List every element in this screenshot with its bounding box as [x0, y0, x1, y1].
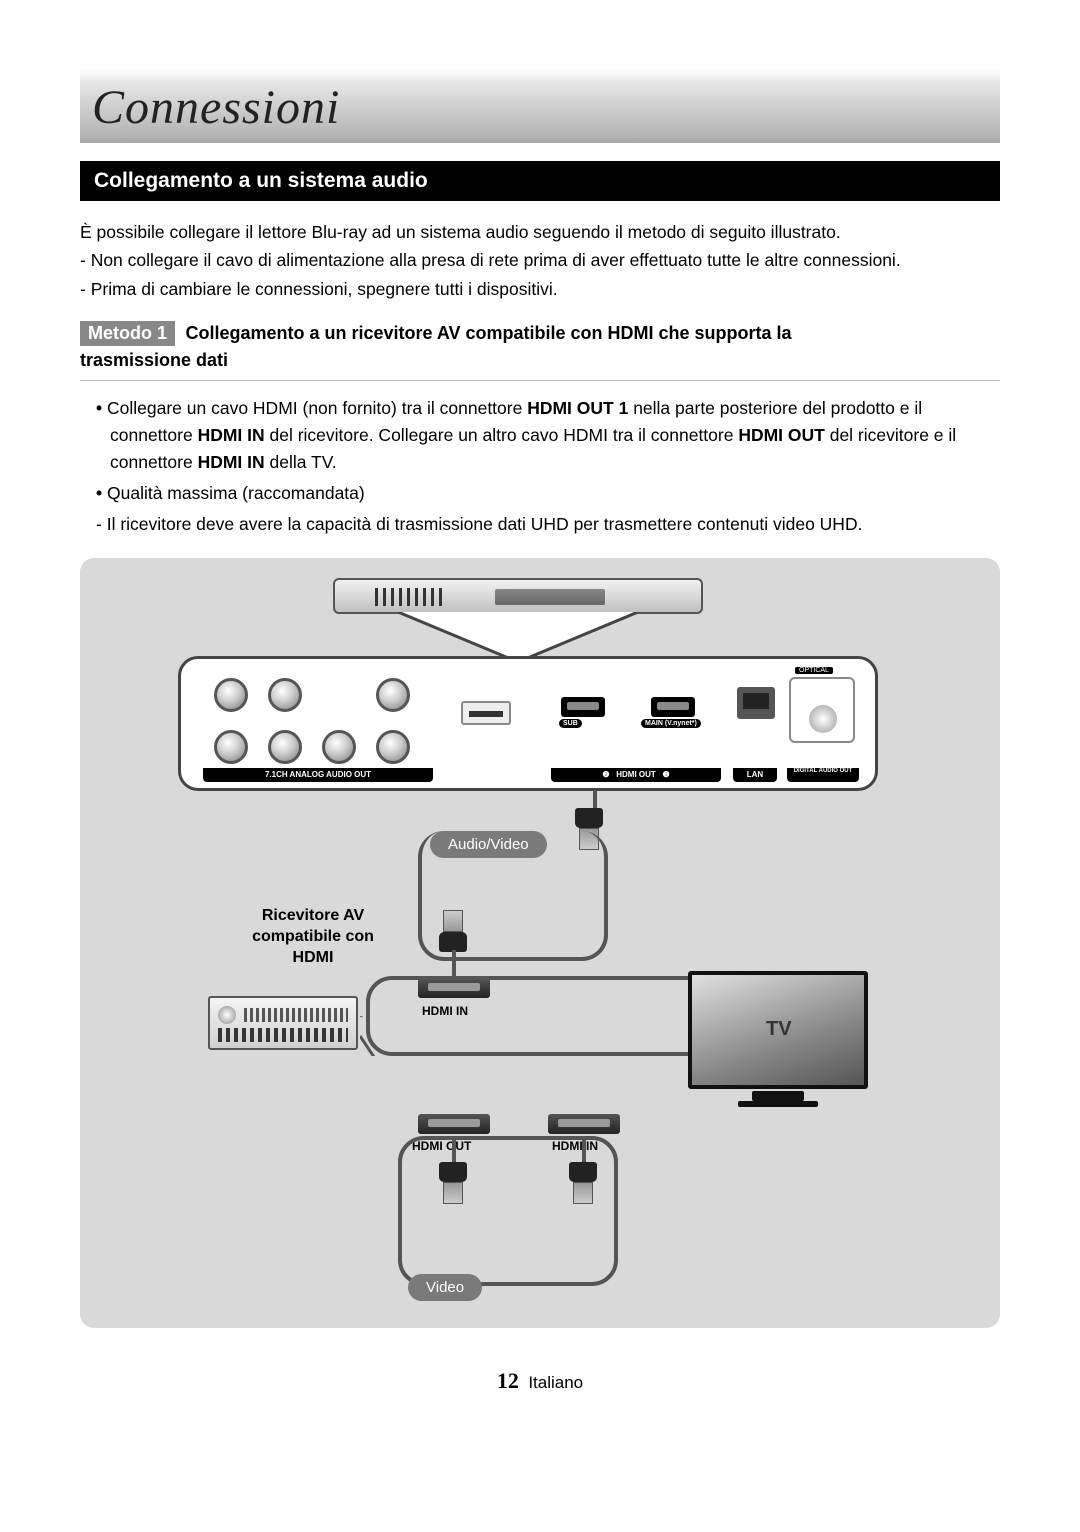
tv-label: TV: [766, 1018, 792, 1041]
av-receiver-label: Ricevitore AV compatibile con HDMI: [228, 906, 398, 968]
rca-group: [207, 671, 417, 771]
avr-label-l1: Ricevitore AV: [262, 907, 364, 924]
rear-panel: 7.1CH ANALOG AUDIO OUT SUB MAIN (V.nynet…: [178, 656, 878, 791]
method-title-line1: Collegamento a un ricevitore AV compatib…: [185, 323, 791, 343]
panel-label-71ch: 7.1CH ANALOG AUDIO OUT: [203, 768, 433, 782]
usb-slot: [461, 701, 511, 725]
bullet-1-a: Collegare un cavo HDMI (non fornito) tra…: [107, 398, 527, 418]
rca-jack: [268, 678, 302, 712]
hdmi-out-port-receiver: [418, 1114, 490, 1134]
device-top-strip: [333, 578, 703, 614]
avr-label-l2: compatibile con: [252, 928, 374, 945]
note-2: - Prima di cambiare le connessioni, speg…: [80, 276, 1000, 302]
av-receiver-icon: [208, 996, 358, 1050]
optical-port: [789, 677, 855, 743]
bullet-1-e: della TV.: [265, 452, 337, 472]
cable-loop-bottom: [398, 1136, 618, 1286]
rca-jack: [376, 730, 410, 764]
bullet-1: Collegare un cavo HDMI (non fornito) tra…: [96, 395, 1000, 476]
avr-label-l3: HDMI: [293, 949, 334, 966]
tv-stand: [752, 1091, 804, 1101]
pill-audio-video: Audio/Video: [430, 831, 547, 858]
bold-hdmi-out: HDMI OUT: [738, 425, 825, 445]
bullet-2: Qualità massima (raccomandata): [96, 480, 1000, 507]
method-title-line2: trasmissione dati: [80, 350, 228, 370]
method-heading: Metodo 1 Collegamento a un ricevitore AV…: [80, 320, 1000, 381]
page-number: 12: [497, 1368, 519, 1393]
intro-text: È possibile collegare il lettore Blu-ray…: [80, 219, 1000, 245]
rca-jack: [268, 730, 302, 764]
rca-jack: [214, 730, 248, 764]
dash-1: Il ricevitore deve avere la capacità di …: [96, 511, 1000, 538]
intro-block: È possibile collegare il lettore Blu-ray…: [80, 219, 1000, 302]
connection-diagram: 7.1CH ANALOG AUDIO OUT SUB MAIN (V.nynet…: [80, 558, 1000, 1328]
panel-hdmi-text: HDMI OUT: [616, 770, 656, 779]
bullet-1-c: del ricevitore. Collegare un altro cavo …: [265, 425, 739, 445]
optical-label: OPTICAL: [795, 667, 833, 674]
panel-label-lan: LAN: [733, 768, 777, 782]
callout-lines: [398, 612, 638, 662]
rca-jack: [322, 730, 356, 764]
page-language: Italiano: [528, 1373, 583, 1392]
hdmi-plug-icon: [438, 906, 468, 952]
pill-video: Video: [408, 1274, 482, 1301]
page: Connessioni Collegamento a un sistema au…: [0, 0, 1080, 1434]
section-header: Collegamento a un sistema audio: [80, 161, 1000, 201]
page-footer: 12 Italiano: [80, 1368, 1000, 1394]
bold-hdmi-in-1: HDMI IN: [198, 425, 265, 445]
page-title: Connessioni: [80, 80, 1000, 135]
diagram-inner: 7.1CH ANALOG AUDIO OUT SUB MAIN (V.nynet…: [98, 576, 982, 1304]
bold-hdmi-in-2: HDMI IN: [198, 452, 265, 472]
rca-jack: [376, 678, 410, 712]
method-badge: Metodo 1: [80, 321, 175, 346]
bullet-list: Collegare un cavo HDMI (non fornito) tra…: [80, 395, 1000, 539]
hdmi-port-sub: [561, 697, 605, 717]
hdmi-port-main: [651, 697, 695, 717]
panel-label-digital: DIGITAL AUDIO OUT: [787, 768, 859, 782]
bold-hdmi-out1: HDMI OUT 1: [527, 398, 628, 418]
rca-jack: [214, 678, 248, 712]
hdmi-in-port-tv: [548, 1114, 620, 1134]
hdmi-sub-label: SUB: [559, 719, 582, 728]
hdmi-main-label: MAIN (V.nynet*): [641, 719, 701, 728]
title-bar: Connessioni: [80, 70, 1000, 143]
note-1: - Non collegare il cavo di alimentazione…: [80, 247, 1000, 273]
lan-port: [737, 687, 775, 719]
panel-label-hdmi: ❷ HDMI OUT ❶: [551, 768, 721, 782]
cable-loop-mid: [366, 976, 716, 1056]
